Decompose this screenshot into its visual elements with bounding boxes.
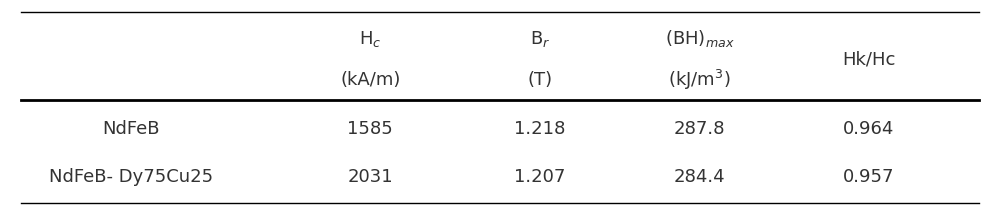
Text: 1585: 1585 <box>347 120 393 138</box>
Text: 0.964: 0.964 <box>843 120 895 138</box>
Text: (BH)$_{max}$: (BH)$_{max}$ <box>665 28 734 49</box>
Text: (T): (T) <box>527 71 552 89</box>
Text: NdFeB- Dy75Cu25: NdFeB- Dy75Cu25 <box>49 168 213 186</box>
Text: (kJ/m$^3$): (kJ/m$^3$) <box>668 68 731 92</box>
Text: (kA/m): (kA/m) <box>340 71 401 89</box>
Text: 1.207: 1.207 <box>514 168 566 186</box>
Text: 287.8: 287.8 <box>674 120 725 138</box>
Text: H$_c$: H$_c$ <box>359 28 382 48</box>
Text: Hk/Hc: Hk/Hc <box>842 50 896 68</box>
Text: B$_r$: B$_r$ <box>530 28 550 48</box>
Text: 284.4: 284.4 <box>674 168 725 186</box>
Text: NdFeB: NdFeB <box>102 120 160 138</box>
Text: 0.957: 0.957 <box>843 168 895 186</box>
Text: 2031: 2031 <box>348 168 393 186</box>
Text: 1.218: 1.218 <box>514 120 566 138</box>
